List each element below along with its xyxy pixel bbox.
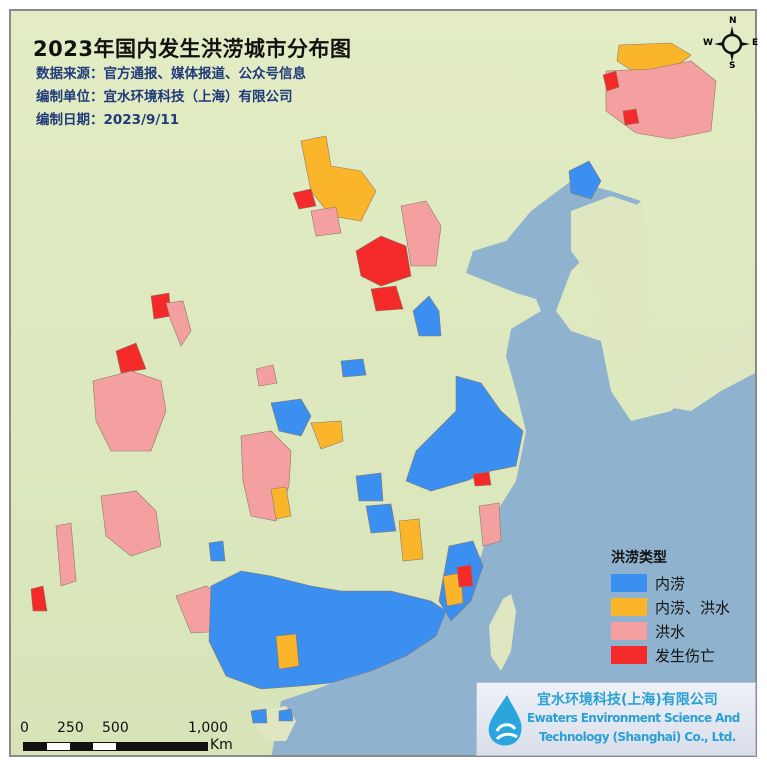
region-waterlog [412, 295, 442, 337]
region-casualty [355, 235, 412, 287]
region-casualty [370, 285, 404, 312]
region-casualty [472, 471, 492, 487]
region-waterlog [208, 540, 226, 562]
region-flood [92, 370, 167, 452]
legend: 洪涝类型 内涝 内涝、洪水 洪水 发生伤亡 [611, 547, 730, 667]
region-waterlog [405, 375, 524, 492]
flood-regions [30, 42, 717, 724]
region-waterlog-flood [398, 518, 424, 562]
logo-name-en-1: Ewaters Environment Science And [527, 711, 740, 725]
region-waterlog [355, 472, 384, 502]
compiler-unit: 编制单位：宜水环境科技（上海）有限公司 [36, 89, 293, 105]
legend-item-flood: 洪水 [611, 619, 730, 643]
region-flood [165, 300, 192, 347]
region-flood [100, 490, 162, 557]
region-flood [400, 200, 442, 267]
legend-item-waterlog-flood: 内涝、洪水 [611, 595, 730, 619]
legend-label: 发生伤亡 [655, 646, 716, 665]
region-casualty [622, 108, 640, 126]
legend-title: 洪涝类型 [611, 550, 667, 566]
scale-label: 250 [57, 720, 84, 736]
region-flood [255, 364, 278, 387]
compass-e: E [752, 38, 759, 48]
logo-name-cn: 宜水环境科技(上海)有限公司 [537, 692, 718, 708]
region-waterlog [365, 503, 397, 534]
legend-swatch [611, 622, 647, 640]
region-waterlog [568, 160, 602, 200]
region-flood [310, 206, 342, 237]
region-casualty [30, 585, 48, 612]
region-waterlog-flood [275, 633, 300, 670]
compass-s: S [729, 61, 736, 71]
map-title: 2023年国内发生洪涝城市分布图 [33, 37, 352, 61]
legend-label: 内涝、洪水 [655, 598, 731, 617]
water-drop-icon [488, 695, 522, 746]
region-casualty [456, 564, 474, 588]
region-flood [478, 502, 502, 547]
legend-item-casualty: 发生伤亡 [611, 643, 730, 667]
scale-label: 0 [20, 720, 29, 736]
scale-label: 500 [102, 720, 129, 736]
legend-swatch [611, 598, 647, 616]
data-source: 数据来源：官方通报、媒体报道、公众号信息 [36, 66, 306, 82]
region-waterlog [208, 570, 447, 690]
region-waterlog [250, 708, 268, 724]
region-waterlog [278, 708, 294, 722]
region-casualty [115, 342, 147, 374]
scale-bar-track [23, 742, 208, 751]
logo-name-en-2: Technology (Shanghai) Co., Ltd. [539, 730, 736, 744]
region-casualty [602, 70, 620, 92]
taiwan [489, 594, 516, 671]
compass-w: W [703, 38, 713, 48]
compass-icon: N S E W [700, 16, 760, 71]
scale-unit: Km [210, 737, 233, 753]
korea-peninsula [571, 196, 651, 361]
scale-label: 1,000 [188, 720, 229, 736]
company-logo: 宜水环境科技(上海)有限公司 Ewaters Environment Scien… [476, 682, 756, 756]
legend-label: 内涝 [655, 574, 686, 593]
region-waterlog [340, 358, 367, 378]
compile-date: 编制日期：2023/9/11 [36, 112, 180, 128]
region-flood [55, 522, 77, 587]
legend-swatch [611, 646, 647, 664]
compass-n: N [729, 16, 737, 26]
region-waterlog-flood [300, 135, 377, 222]
region-waterlog-flood [270, 486, 292, 520]
legend-label: 洪水 [655, 622, 686, 641]
region-waterlog-flood [442, 572, 464, 607]
scale-bar: 0 250 500 1,000 Km [20, 720, 270, 754]
legend-item-waterlog: 内涝 [611, 571, 730, 595]
legend-swatch [611, 574, 647, 592]
region-waterlog-flood [310, 420, 344, 450]
japan [661, 315, 755, 411]
region-casualty [292, 188, 317, 210]
region-waterlog [270, 398, 312, 437]
